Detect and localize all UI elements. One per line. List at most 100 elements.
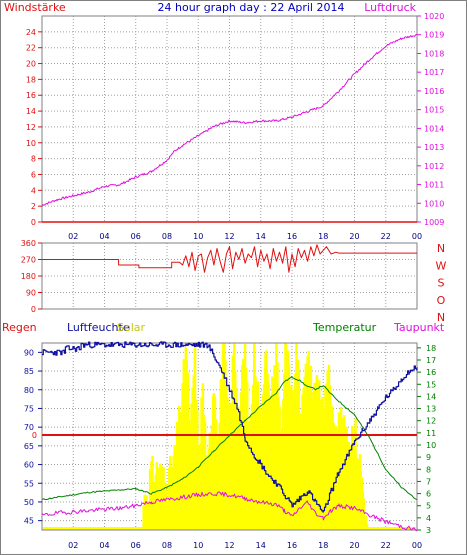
temperature-tick-5: 8 (426, 465, 431, 474)
pressure-tick-7: 1016 (424, 87, 444, 96)
rain-label: Regen (2, 321, 37, 334)
pressure-label: Luftdruck (364, 1, 416, 14)
wind-speed-tick-5: 10 (26, 139, 36, 148)
wind-hour-tick-7: 16 (287, 232, 297, 241)
wind-hour-tick-0: 02 (68, 232, 78, 241)
solar-bars (43, 343, 416, 530)
pressure-tick-4: 1013 (424, 143, 444, 152)
humidity-tick-1: 50 (24, 498, 34, 507)
pressure-tick-1: 1010 (424, 199, 444, 208)
compass-label-3: O (437, 294, 446, 307)
climate-hour-tick-3: 08 (162, 541, 172, 550)
humidity-tick-5: 70 (24, 423, 34, 432)
pressure-tick-5: 1014 (424, 124, 444, 133)
temperature-tick-15: 18 (426, 344, 436, 353)
wind-speed-tick-1: 2 (31, 202, 36, 211)
pressure-tick-9: 1018 (424, 49, 444, 58)
wind-pressure-panel: 0246810121416182022241009101010111012101… (26, 12, 445, 241)
wind-hour-tick-5: 12 (224, 232, 234, 241)
pressure-tick-0: 1009 (424, 218, 444, 227)
wind-hour-tick-9: 20 (349, 232, 359, 241)
temperature-tick-4: 7 (426, 477, 431, 486)
temperature-tick-11: 14 (426, 392, 436, 401)
pressure-tick-11: 1020 (424, 12, 444, 21)
humidity-tick-8: 85 (24, 367, 34, 376)
climate-hour-tick-9: 20 (349, 541, 359, 550)
wind-hour-tick-2: 06 (131, 232, 141, 241)
compass-label-1: W (436, 259, 447, 272)
compass-label-2: S (438, 277, 445, 290)
wind-speed-tick-2: 4 (31, 186, 36, 195)
wind-speed-tick-4: 8 (31, 155, 36, 164)
rain-tick-0: 0 (32, 431, 37, 440)
temperature-tick-9: 12 (426, 417, 436, 426)
pressure-tick-6: 1015 (424, 106, 444, 115)
temperature-tick-1: 4 (426, 514, 431, 523)
humidity-tick-0: 45 (24, 517, 34, 526)
wind-speed-tick-3: 6 (31, 170, 36, 179)
temperature-tick-10: 13 (426, 405, 436, 414)
temperature-label: Temperatur (312, 321, 377, 334)
climate-hour-tick-4: 10 (193, 541, 203, 550)
humidity-tick-2: 55 (24, 479, 34, 488)
pressure-tick-2: 1011 (424, 181, 444, 190)
direction-tick-1: 90 (26, 289, 36, 298)
humidity-temperature-panel: 4550556065707580859034567891011121314151… (24, 341, 436, 550)
temperature-tick-7: 10 (426, 441, 436, 450)
temperature-tick-12: 15 (426, 380, 436, 389)
humidity-tick-7: 80 (24, 386, 34, 395)
wind-speed-tick-12: 24 (26, 28, 36, 37)
temperature-tick-2: 5 (426, 502, 431, 511)
wind-speed-tick-6: 12 (26, 123, 36, 132)
pressure-tick-10: 1019 (424, 31, 444, 40)
solar-baseline (43, 527, 416, 530)
compass-label-4: N (437, 311, 445, 324)
pressure-tick-8: 1017 (424, 68, 444, 77)
direction-tick-0: 0 (31, 305, 36, 314)
wind-speed-tick-9: 18 (26, 75, 36, 84)
humidity-line (42, 341, 418, 513)
dewpoint-label: Taupunkt (393, 321, 445, 334)
compass-label-0: N (437, 242, 445, 255)
wind-hour-tick-1: 04 (99, 232, 109, 241)
wind-direction-line (42, 244, 417, 273)
climate-hour-tick-5: 12 (224, 541, 234, 550)
wind-hour-tick-8: 18 (318, 232, 328, 241)
temperature-line (41, 375, 418, 501)
wind-hour-tick-10: 22 (381, 232, 391, 241)
wind-speed-tick-0: 0 (31, 218, 36, 227)
humidity-tick-9: 90 (24, 348, 34, 357)
climate-hour-tick-2: 06 (131, 541, 141, 550)
direction-tick-3: 270 (21, 256, 36, 265)
humidity-tick-6: 75 (24, 404, 34, 413)
wind-speed-tick-7: 14 (26, 107, 36, 116)
temperature-tick-14: 17 (426, 356, 436, 365)
climate-hour-tick-10: 22 (381, 541, 391, 550)
wind-hour-tick-6: 14 (256, 232, 266, 241)
pressure-line (41, 33, 418, 206)
temperature-tick-6: 9 (426, 453, 431, 462)
wind-hour-tick-3: 08 (162, 232, 172, 241)
humidity-tick-4: 65 (24, 442, 34, 451)
dewpoint-line (41, 491, 418, 532)
temperature-tick-8: 11 (426, 429, 436, 438)
climate-hour-tick-1: 04 (99, 541, 109, 550)
wind-speed-tick-10: 20 (26, 60, 36, 69)
pressure-tick-3: 1012 (424, 162, 444, 171)
climate-hour-tick-11: 00 (412, 541, 422, 550)
graph-title: 24 hour graph day : 22 April 2014 (158, 1, 345, 14)
climate-plot-border (41, 342, 418, 531)
humidity-tick-3: 60 (24, 461, 34, 470)
climate-hour-tick-7: 16 (287, 541, 297, 550)
temperature-tick-0: 3 (426, 526, 431, 535)
humidity-label: Luftfeuchte (67, 321, 130, 334)
solar-label: Solar (117, 321, 146, 334)
direction-tick-4: 360 (21, 239, 36, 248)
climate-hour-tick-0: 02 (68, 541, 78, 550)
direction-tick-2: 180 (21, 272, 36, 281)
wind-hour-tick-11: 00 (412, 232, 422, 241)
climate-hour-tick-6: 14 (256, 541, 266, 550)
